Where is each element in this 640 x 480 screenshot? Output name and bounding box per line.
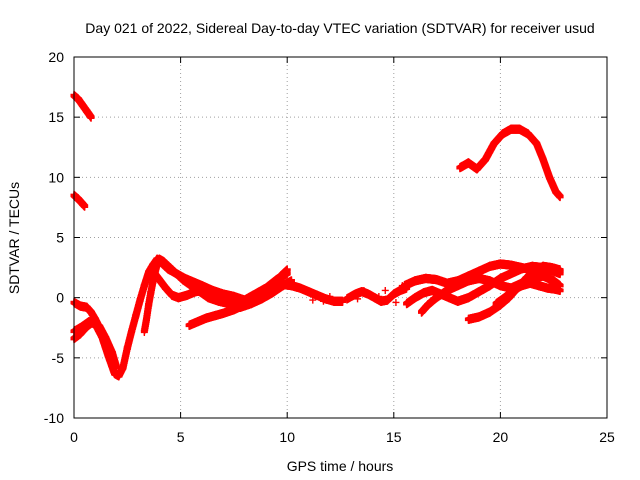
data-point <box>81 203 89 211</box>
gridlines <box>74 57 607 418</box>
data-points <box>70 90 564 381</box>
data-point <box>556 194 564 202</box>
data-point <box>87 114 95 122</box>
